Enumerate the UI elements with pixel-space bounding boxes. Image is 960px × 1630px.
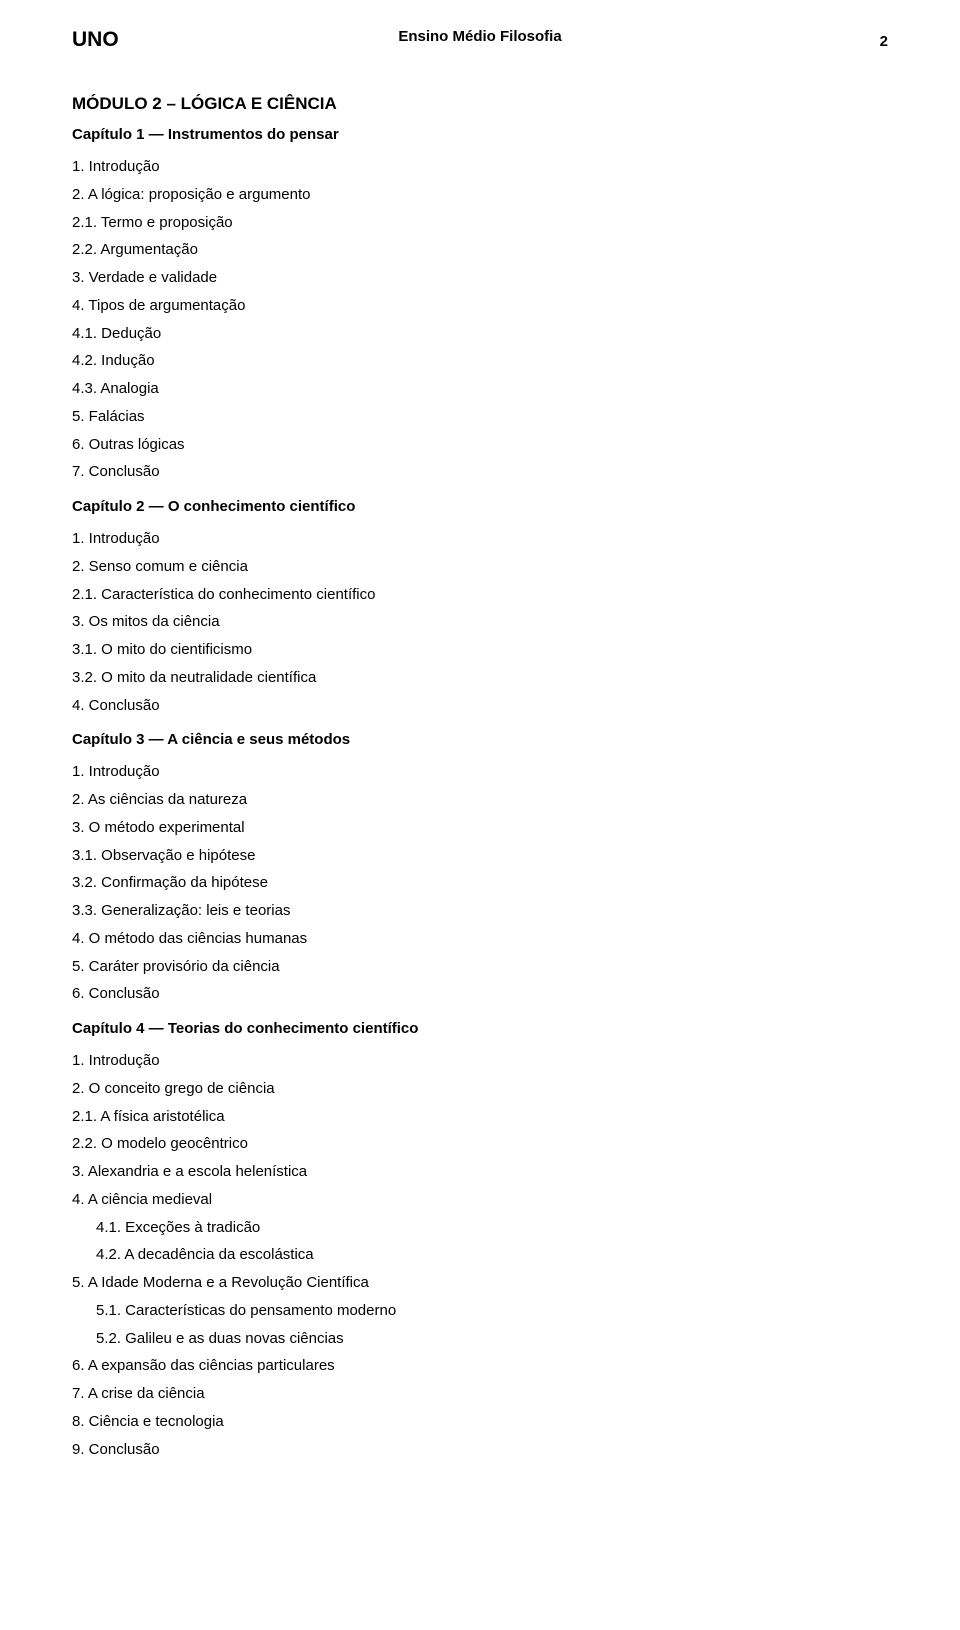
toc-item: 4.2. A decadência da escolástica bbox=[72, 1241, 888, 1269]
header-brand: UNO bbox=[72, 28, 119, 52]
toc-item: 3. Os mitos da ciência bbox=[72, 608, 888, 636]
toc-item: 2.1. Termo e proposição bbox=[72, 209, 888, 237]
toc-item: 5.1. Características do pensamento moder… bbox=[72, 1297, 888, 1325]
toc-item: 5. Caráter provisório da ciência bbox=[72, 953, 888, 981]
toc-item: 4. Tipos de argumentação bbox=[72, 292, 888, 320]
toc-item: 4. A ciência medieval bbox=[72, 1186, 888, 1214]
toc-item: 2.2. O modelo geocêntrico bbox=[72, 1130, 888, 1158]
toc-item: 2. Senso comum e ciência bbox=[72, 553, 888, 581]
toc-item: 3. Alexandria e a escola helenística bbox=[72, 1158, 888, 1186]
toc-item: 2.2. Argumentação bbox=[72, 236, 888, 264]
header-subject: Ensino Médio Filosofia bbox=[398, 28, 561, 45]
toc-item: 5. A Idade Moderna e a Revolução Científ… bbox=[72, 1269, 888, 1297]
chapter-title: Capítulo 3 — A ciência e seus métodos bbox=[72, 731, 888, 748]
toc-item: 2. As ciências da natureza bbox=[72, 786, 888, 814]
module-title: MÓDULO 2 – LÓGICA E CIÊNCIA bbox=[72, 94, 888, 114]
toc-item: 5. Falácias bbox=[72, 403, 888, 431]
page-header: UNO Ensino Médio Filosofia 2 bbox=[72, 28, 888, 52]
toc-item: 1. Introdução bbox=[72, 525, 888, 553]
chapters-container: Capítulo 1 — Instrumentos do pensar 1. In… bbox=[72, 126, 888, 1463]
chapter-title: Capítulo 1 — Instrumentos do pensar bbox=[72, 126, 888, 143]
toc-item: 4. O método das ciências humanas bbox=[72, 925, 888, 953]
toc-item: 3.1. O mito do cientificismo bbox=[72, 636, 888, 664]
toc-item: 3.3. Generalização: leis e teorias bbox=[72, 897, 888, 925]
chapter-title: Capítulo 2 — O conhecimento científico bbox=[72, 498, 888, 515]
toc-item: 4.3. Analogia bbox=[72, 375, 888, 403]
toc-item: 3.2. Confirmação da hipótese bbox=[72, 869, 888, 897]
chapter-title: Capítulo 4 — Teorias do conhecimento cie… bbox=[72, 1020, 888, 1037]
toc-item: 6. Conclusão bbox=[72, 980, 888, 1008]
toc-item: 4.1. Dedução bbox=[72, 320, 888, 348]
toc-item: 2.1. Característica do conhecimento cien… bbox=[72, 581, 888, 609]
toc-item: 1. Introdução bbox=[72, 758, 888, 786]
toc-item: 4.2. Indução bbox=[72, 347, 888, 375]
toc-item: 2. O conceito grego de ciência bbox=[72, 1075, 888, 1103]
toc-item: 2.1. A física aristotélica bbox=[72, 1103, 888, 1131]
toc-item: 6. Outras lógicas bbox=[72, 431, 888, 459]
toc-item: 4.1. Exceções à tradicão bbox=[72, 1214, 888, 1242]
toc-item: 1. Introdução bbox=[72, 153, 888, 181]
toc-item: 4. Conclusão bbox=[72, 692, 888, 720]
toc-item: 3. O método experimental bbox=[72, 814, 888, 842]
toc-item: 3.2. O mito da neutralidade científica bbox=[72, 664, 888, 692]
toc-item: 3.1. Observação e hipótese bbox=[72, 842, 888, 870]
toc-item: 3. Verdade e validade bbox=[72, 264, 888, 292]
toc-item: 9. Conclusão bbox=[72, 1436, 888, 1464]
toc-item: 7. A crise da ciência bbox=[72, 1380, 888, 1408]
toc-item: 1. Introdução bbox=[72, 1047, 888, 1075]
toc-item: 8. Ciência e tecnologia bbox=[72, 1408, 888, 1436]
toc-item: 5.2. Galileu e as duas novas ciências bbox=[72, 1325, 888, 1353]
toc-item: 6. A expansão das ciências particulares bbox=[72, 1352, 888, 1380]
toc-item: 7. Conclusão bbox=[72, 458, 888, 486]
header-page-number: 2 bbox=[880, 33, 888, 50]
toc-item: 2. A lógica: proposição e argumento bbox=[72, 181, 888, 209]
